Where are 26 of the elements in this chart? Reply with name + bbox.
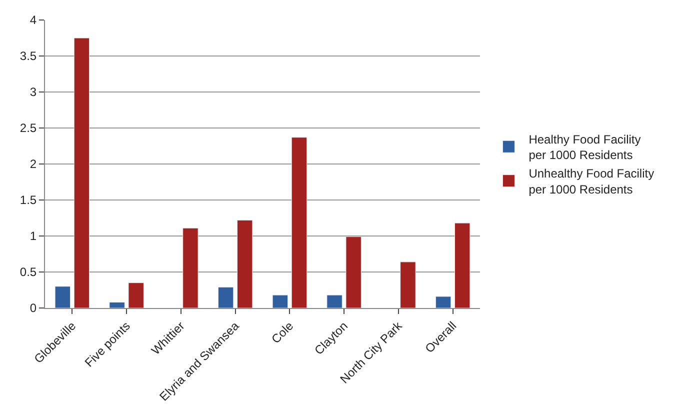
- y-tick-label: 2.5: [20, 121, 37, 136]
- bar: [54, 286, 71, 308]
- bar: [182, 228, 198, 308]
- bar: [128, 282, 144, 308]
- bar: [435, 296, 452, 308]
- x-tick-label: Cole: [268, 318, 296, 346]
- bar: [272, 294, 288, 308]
- y-tick-label: 0.5: [20, 265, 37, 280]
- bar: [346, 236, 362, 308]
- legend-label: Unhealthy Food Facility per 1000 Residents: [528, 166, 654, 196]
- bar: [326, 294, 342, 308]
- bar: [400, 262, 416, 308]
- y-tick-label: 1: [30, 229, 37, 244]
- bar: [74, 38, 90, 308]
- y-tick-label: 3: [30, 85, 37, 100]
- y-tick-label: 3.5: [20, 49, 37, 64]
- bar: [109, 302, 125, 308]
- y-tick-label: 2: [30, 157, 37, 172]
- y-tick-label: 1.5: [20, 193, 37, 208]
- y-tick-label: 0: [30, 301, 37, 316]
- legend-label: Healthy Food Facility per 1000 Residents: [528, 132, 641, 162]
- bar: [454, 222, 470, 308]
- bar: [218, 286, 234, 308]
- bar: [236, 220, 253, 308]
- y-tick-label: 4: [30, 13, 37, 28]
- bar: [291, 137, 308, 308]
